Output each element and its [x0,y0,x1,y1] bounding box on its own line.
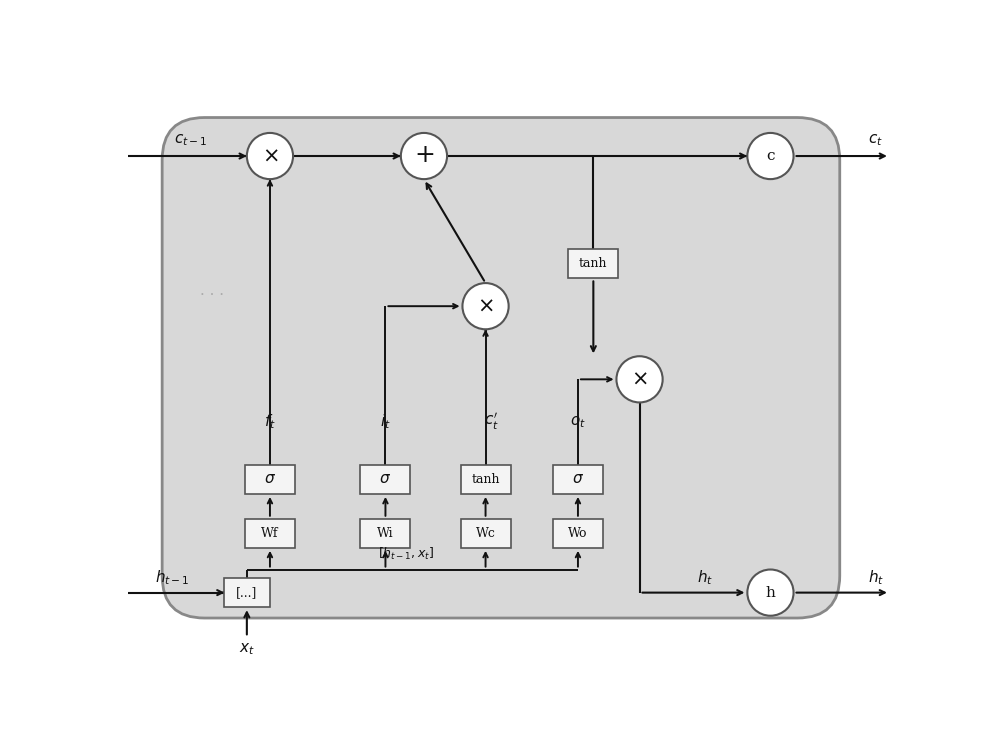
FancyBboxPatch shape [162,117,840,618]
Text: $x_t$: $x_t$ [239,641,255,657]
Text: tanh: tanh [471,473,500,486]
Circle shape [747,133,794,179]
Text: Wf: Wf [261,527,279,540]
Text: h: h [766,585,775,600]
Text: $h_t$: $h_t$ [697,568,713,587]
Text: $f_t$: $f_t$ [264,413,276,431]
Circle shape [462,283,509,329]
Text: [...]: [...] [236,586,258,599]
Text: $i_t$: $i_t$ [380,413,391,431]
Text: . . .: . . . [200,283,224,298]
Text: $h_{t-1}$: $h_{t-1}$ [155,568,189,587]
Text: $\times$: $\times$ [631,370,648,389]
Bar [553,464,603,494]
Text: $c_{t-1}$: $c_{t-1}$ [174,133,207,148]
Text: $c_t$: $c_t$ [868,133,883,148]
Bar [360,464,410,494]
Bar [360,519,410,548]
Text: Wc: Wc [476,527,495,540]
Text: $o_t$: $o_t$ [570,414,586,430]
Text: $\sigma$: $\sigma$ [572,473,584,487]
Text: tanh: tanh [579,257,608,270]
Bar [553,519,603,548]
Bar [224,578,270,607]
Text: $\sigma$: $\sigma$ [379,473,391,487]
Circle shape [747,570,794,616]
Text: $+$: $+$ [414,144,434,167]
Bar [568,249,618,278]
Text: Wi: Wi [377,527,394,540]
Text: $h_t$: $h_t$ [868,568,884,587]
Circle shape [616,356,663,402]
Bar [245,519,295,548]
Circle shape [401,133,447,179]
Text: Wo: Wo [568,527,588,540]
Text: $\sigma$: $\sigma$ [264,473,276,487]
Bar [245,464,295,494]
Text: $\times$: $\times$ [262,146,278,165]
Text: $c_t'$: $c_t'$ [484,411,499,433]
Text: $[h_{t-1},x_t]$: $[h_{t-1},x_t]$ [378,546,434,562]
Circle shape [247,133,293,179]
Text: c: c [766,149,775,163]
Text: $\times$: $\times$ [477,297,494,315]
Bar [461,464,511,494]
Bar [461,519,511,548]
